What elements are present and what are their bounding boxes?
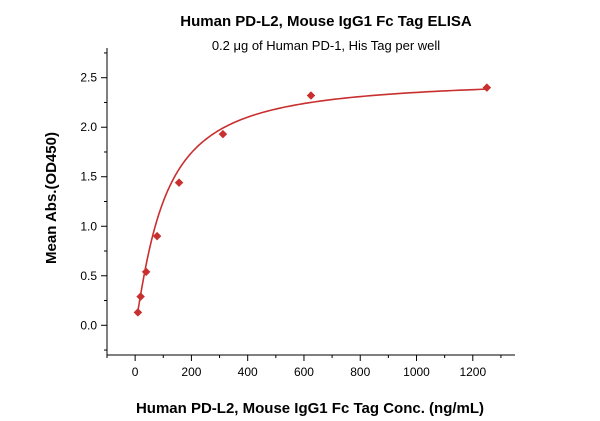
data-points-layer	[133, 83, 492, 317]
data-point	[136, 292, 145, 301]
x-tick-label: 400	[238, 365, 258, 379]
x-tick-label: 800	[350, 365, 370, 379]
y-tick-label: 1.5	[80, 170, 97, 184]
x-axis-label: Human PD-L2, Mouse IgG1 Fc Tag Conc. (ng…	[136, 400, 484, 417]
x-tick-label: 1000	[403, 365, 430, 379]
y-tick-label: 0.0	[80, 318, 97, 332]
y-axis-label: Mean Abs.(OD450)	[43, 132, 60, 264]
x-tick-label: 1200	[459, 365, 486, 379]
data-point	[218, 129, 228, 139]
data-point	[141, 267, 151, 277]
y-tick-label: 0.5	[80, 269, 97, 283]
x-axis-ticks: 0 200 400 600 800 1000 1200	[106, 355, 502, 379]
chart-title: Human PD-L2, Mouse IgG1 Fc Tag ELISA	[180, 13, 472, 30]
y-tick-label: 2.5	[80, 71, 97, 85]
data-point	[306, 91, 316, 100]
y-tick-label: 1.0	[80, 219, 97, 233]
y-axis-ticks: 0.0 0.5 1.0 1.5 2.0 2.5	[80, 52, 107, 351]
fit-curve-layer	[137, 88, 487, 312]
x-tick-label: 600	[294, 365, 314, 379]
fit-curve	[137, 88, 487, 312]
data-point	[133, 308, 143, 317]
chart-subtitle: 0.2 μg of Human PD-1, His Tag per well	[212, 38, 440, 53]
x-tick-label: 200	[181, 365, 201, 379]
x-tick-label: 0	[132, 365, 139, 379]
y-tick-label: 2.0	[80, 120, 97, 134]
data-point	[174, 178, 184, 188]
data-point	[482, 83, 492, 92]
data-point	[152, 231, 162, 241]
